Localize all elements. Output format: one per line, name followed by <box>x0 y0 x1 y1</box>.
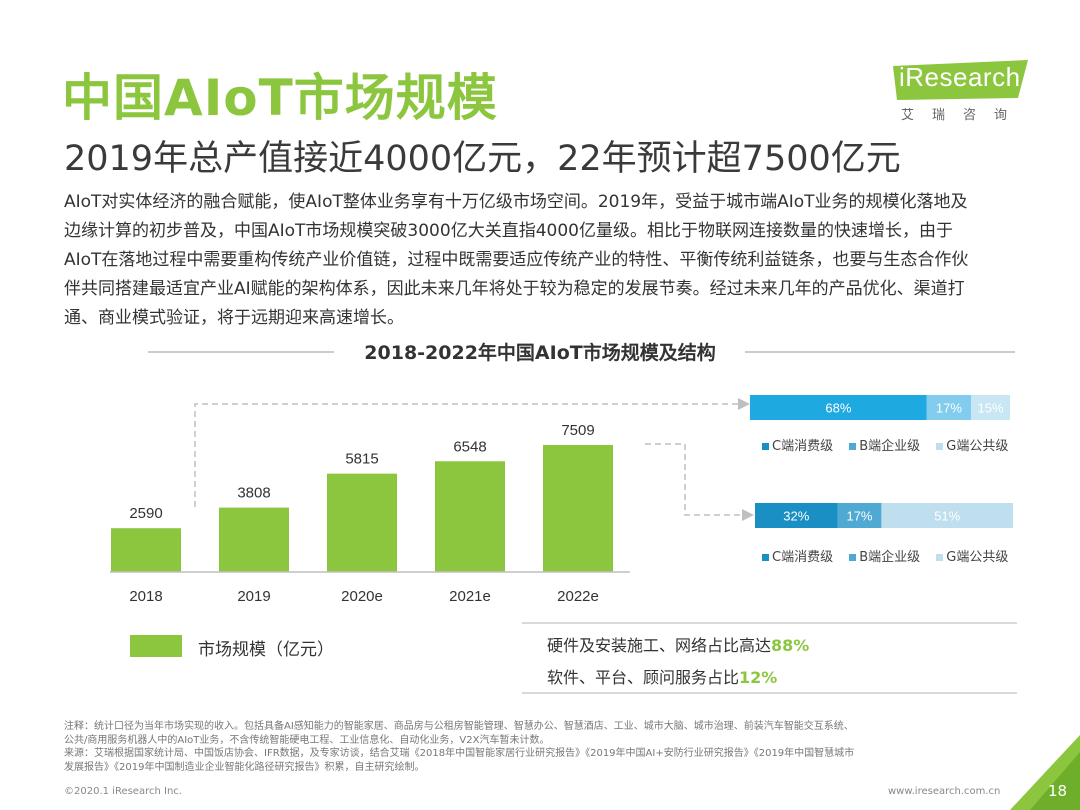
bar-2018 <box>111 528 181 572</box>
legend-item-g: G端公共级 <box>936 550 1008 565</box>
page-title: 中国AIoT市场规模 <box>62 69 498 127</box>
connector-2019-arrow-icon <box>738 398 750 410</box>
intro-line: 通、商业模式验证，将于远期迎来高速增长。 <box>64 308 404 328</box>
logo-text: iResearch <box>899 62 1021 92</box>
legend-item-b: B端企业级 <box>849 550 920 565</box>
bar-2022e <box>543 445 613 572</box>
footnote-line: 来源：艾瑞根据国家统计局、中国饭店协会、IFR数据，及专家访谈，结合艾瑞《201… <box>64 748 855 759</box>
connector-2022-arrow-icon <box>742 509 754 521</box>
footnote-line: 公共/商用服务机器人中的AIoT业务，不含传统智能硬电工程、工业信息化、自动化业… <box>64 734 550 746</box>
legend-item-c: C端消费级 <box>762 550 833 565</box>
legend-b-label: B端企业级 <box>859 550 921 565</box>
legend-label: 市场规模（亿元） <box>198 640 334 660</box>
structure-segment-label: 15% <box>977 401 1003 416</box>
structure-segment-label: 68% <box>825 401 851 416</box>
structure-segment-2022e <box>881 503 1013 528</box>
legend-item-c: C端消费级 <box>762 439 833 454</box>
structure-segment-label: 17% <box>936 401 962 416</box>
bars-layer: 2590 2018 3808 2019 5815 2020e 6548 2021e 7509 20… <box>111 422 613 605</box>
bar-value-label: 7509 <box>561 422 594 439</box>
legend-c-label: C端消费级 <box>772 439 834 454</box>
bar-2021e <box>435 461 505 572</box>
summary-hardware-text: 硬件及安装施工、网络占比高达 <box>547 636 772 655</box>
summary-software-value: 12% <box>739 668 778 687</box>
legend-b-swatch <box>849 554 857 561</box>
legend-g-swatch <box>936 443 944 450</box>
legend-g-swatch <box>936 554 944 561</box>
footnote-line: 注释：统计口径为当年市场实现的收入。包括具备AI感知能力的智能家居、商品房与公租… <box>64 721 854 732</box>
structure-segment-2019 <box>750 395 927 420</box>
intro-line: AIoT在落地过程中需要重构传统产业价值链，过程中既需要适应传统产业的特性、平衡… <box>64 250 969 270</box>
intro-line: AIoT对实体经济的融合赋能，使AIoT整体业务享有十万亿级市场空间。2019年… <box>64 192 968 212</box>
website-url: www.iresearch.com.cn <box>888 786 1001 797</box>
structure-segment-2019 <box>971 395 1010 420</box>
logo-subtext: 艾瑞咨询 <box>901 108 1026 123</box>
legend-item-b: B端企业级 <box>849 439 920 454</box>
structure-segment-label: 51% <box>934 509 960 524</box>
bar-2020e <box>327 473 397 572</box>
x-tick-label: 2021e <box>449 588 491 605</box>
page-number: 18 <box>1048 782 1068 800</box>
structure-legend-2022: C端消费级 B端企业级 G端公共级 <box>762 546 1020 565</box>
chart-title: 2018-2022年中国AIoT市场规模及结构 <box>364 342 716 364</box>
summary-line-software: 软件、平台、顾问服务占比12% <box>547 664 777 688</box>
structure-legend-2019: C端消费级 B端企业级 G端公共级 <box>762 435 1020 454</box>
bar-value-label: 5815 <box>345 451 378 468</box>
structure-segment-2019 <box>926 395 971 420</box>
intro-line: 伴共同搭建最适宜产业AI赋能的架构体系，因此未来几年将处于较为稳定的发展节奏。经… <box>64 279 965 299</box>
legend-c-swatch <box>762 443 769 450</box>
page-subtitle: 2019年总产值接近4000亿元，22年预计超7500亿元 <box>64 139 901 179</box>
bar-2019 <box>219 507 289 572</box>
legend-g-label: G端公共级 <box>946 550 1009 565</box>
x-tick-label: 2018 <box>129 588 162 605</box>
copyright: ©2020.1 iResearch Inc. <box>64 786 182 797</box>
bar-value-label: 6548 <box>453 438 486 455</box>
x-tick-label: 2020e <box>341 588 383 605</box>
structure-segment-2022e <box>755 503 838 528</box>
summary-box: 硬件及安装施工、网络占比高达88% 软件、平台、顾问服务占比12% <box>522 622 1017 694</box>
structure-segment-2022e <box>837 503 882 528</box>
intro-line: 边缘计算的初步普及，中国AIoT市场规模突破3000亿大关直指4000亿量级。相… <box>64 221 953 241</box>
logo-banner-icon <box>893 60 1028 100</box>
bar-value-label: 2590 <box>129 505 162 522</box>
x-tick-label: 2019 <box>237 588 270 605</box>
chart-title-rule-left <box>148 351 334 353</box>
legend-b-swatch <box>849 443 857 450</box>
connector-2019 <box>194 403 738 507</box>
footnote-line: 发展报告》《2019年中国制造业企业智能化路径研究报告》积累，自主研究绘制。 <box>64 761 425 773</box>
x-tick-label: 2022e <box>557 588 599 605</box>
legend-swatch <box>130 635 182 657</box>
legend-c-label: C端消费级 <box>772 550 834 565</box>
summary-software-text: 软件、平台、顾问服务占比 <box>547 668 740 687</box>
structure-segment-label: 32% <box>783 509 809 524</box>
intro-paragraph: AIoT对实体经济的融合赋能，使AIoT整体业务享有十万亿级市场空间。2019年… <box>64 188 1024 333</box>
structure-segment-label: 17% <box>846 509 872 524</box>
footnote: 注释：统计口径为当年市场实现的收入。包括具备AI感知能力的智能家居、商品房与公租… <box>64 720 1024 774</box>
legend-c-swatch <box>762 554 769 561</box>
legend-b-label: B端企业级 <box>859 439 921 454</box>
legend-item-g: G端公共级 <box>936 439 1008 454</box>
legend-g-label: G端公共级 <box>946 439 1009 454</box>
connector-2022 <box>645 443 742 516</box>
iresearch-logo: iResearch 艾瑞咨询 <box>893 60 1028 130</box>
summary-hardware-value: 88% <box>771 636 810 655</box>
structure-bars-layer: 68% 17% 15% 32% 17% 51% <box>750 395 1013 528</box>
summary-line-hardware: 硬件及安装施工、网络占比高达88% <box>547 632 809 656</box>
bar-value-label: 3808 <box>237 485 270 502</box>
chart-title-rule-right <box>745 351 1015 353</box>
